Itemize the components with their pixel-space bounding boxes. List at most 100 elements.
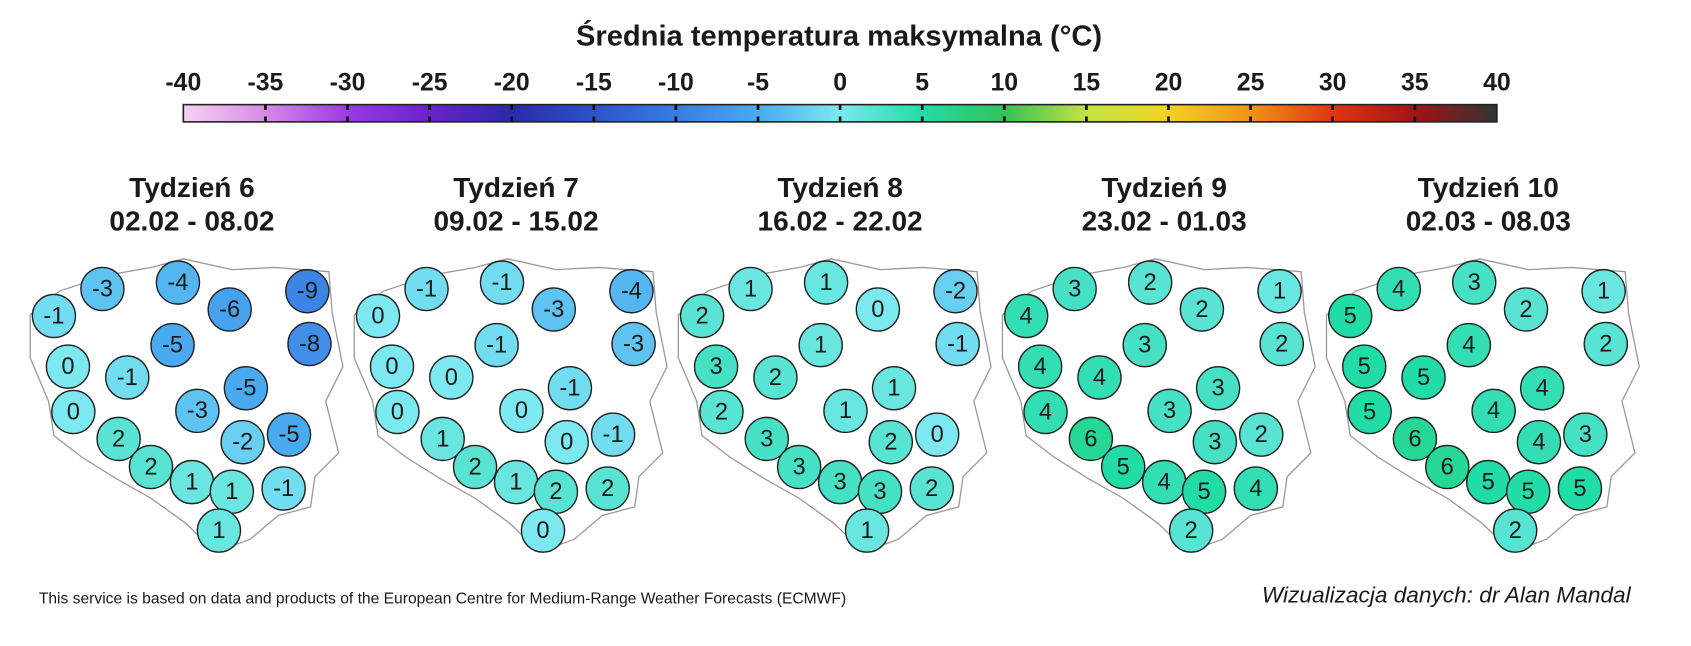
- value-label: 5: [1417, 365, 1430, 391]
- value-circle: [1425, 444, 1470, 490]
- value-label: 3: [1068, 276, 1081, 302]
- value-label: 2: [715, 399, 728, 425]
- value-label: 1: [744, 276, 757, 302]
- value-label: 3: [834, 469, 847, 495]
- value-label: 2: [884, 430, 897, 456]
- value-circle: [1023, 389, 1068, 435]
- value-circle: [1563, 412, 1608, 457]
- value-circle: [1581, 268, 1626, 314]
- value-label: -3: [543, 297, 564, 323]
- value-circle: [1127, 260, 1173, 305]
- value-circle: [404, 266, 449, 312]
- value-circle: [693, 344, 739, 389]
- value-circle: [1503, 287, 1549, 332]
- colorbar-tick-label: 25: [1237, 70, 1265, 97]
- value-label: -5: [162, 332, 183, 358]
- value-label: 2: [1275, 331, 1288, 357]
- value-label: 4: [1034, 354, 1047, 380]
- value-circle: [175, 388, 220, 434]
- value-circle: [1557, 466, 1603, 511]
- value-label: 3: [760, 426, 773, 452]
- value-circle: [479, 260, 525, 305]
- footer-credit: Wizualizacja danych: dr Alan Mandal: [1262, 582, 1632, 607]
- value-circle: [871, 365, 917, 411]
- panel-title: Tydzień 9: [1101, 172, 1227, 203]
- value-label: -1: [416, 276, 437, 302]
- value-circle: [803, 260, 849, 305]
- value-label: 0: [931, 422, 944, 448]
- value-label: 1: [814, 332, 827, 358]
- value-circle: [1516, 419, 1562, 465]
- value-circle: [1401, 355, 1446, 400]
- value-label: -1: [43, 303, 64, 329]
- value-circle: [196, 508, 242, 553]
- value-label: -1: [117, 365, 138, 391]
- value-circle: [207, 287, 252, 332]
- value-label: -1: [947, 331, 968, 357]
- value-label: 1: [1273, 279, 1286, 305]
- value-label: -4: [167, 270, 188, 296]
- value-label: 3: [1138, 332, 1151, 358]
- value-circle: [155, 260, 201, 305]
- value-label: 4: [1536, 376, 1549, 402]
- value-label: 0: [371, 303, 384, 329]
- value-circle: [679, 293, 725, 339]
- value-label: 3: [873, 479, 886, 505]
- value-circle: [609, 268, 654, 314]
- value-label: 0: [61, 354, 74, 380]
- value-circle: [1471, 388, 1516, 434]
- value-circle: [547, 365, 593, 411]
- value-circle: [844, 508, 890, 553]
- value-circle: [1519, 365, 1565, 411]
- value-label: 2: [1509, 518, 1522, 544]
- colorbar-tick-label: -25: [412, 70, 448, 97]
- value-label: 0: [445, 365, 458, 391]
- value-label: -2: [945, 279, 966, 305]
- value-label: 5: [1197, 479, 1210, 505]
- value-label: -8: [299, 331, 320, 357]
- value-circle: [1100, 444, 1146, 490]
- value-circle: [909, 466, 955, 511]
- value-circle: [1195, 365, 1241, 411]
- value-circle: [1257, 268, 1302, 314]
- value-circle: [1347, 389, 1392, 435]
- value-circle: [499, 388, 544, 434]
- value-circle: [429, 355, 474, 400]
- value-circle: [1052, 266, 1097, 312]
- value-label: 2: [695, 303, 708, 329]
- value-circle: [223, 365, 269, 411]
- value-label: 0: [536, 518, 549, 544]
- value-label: -1: [603, 422, 624, 448]
- value-label: 2: [549, 479, 562, 505]
- colorbar-tick-label: 5: [915, 70, 929, 97]
- value-circle: [104, 355, 150, 400]
- value-label: 3: [1208, 430, 1221, 456]
- value-label: 2: [1519, 297, 1532, 323]
- value-label: -6: [219, 297, 240, 323]
- colorbar-tick-label: -30: [330, 70, 366, 97]
- value-circle: [1583, 321, 1629, 367]
- colorbar-tick-label: -35: [248, 70, 284, 97]
- value-label: 4: [1039, 399, 1052, 425]
- value-label: 1: [185, 469, 198, 495]
- value-label: 2: [112, 426, 125, 452]
- value-circle: [1446, 322, 1492, 368]
- value-label: 3: [1468, 270, 1481, 296]
- value-circle: [744, 416, 790, 462]
- value-label: 1: [887, 376, 900, 402]
- colorbar-tick-label: -20: [494, 70, 530, 97]
- value-circle: [1192, 419, 1238, 465]
- value-label: 5: [1522, 479, 1535, 505]
- value-circle: [935, 321, 980, 367]
- value-label: 2: [1255, 422, 1268, 448]
- colorbar-tick-label: 10: [991, 70, 1019, 97]
- value-circle: [1017, 344, 1063, 389]
- colorbar-tick-label: -40: [165, 70, 201, 97]
- value-label: 1: [839, 398, 852, 424]
- value-label: 0: [515, 398, 528, 424]
- value-label: 1: [225, 479, 238, 505]
- value-label: 3: [1579, 422, 1592, 448]
- value-label: 0: [560, 430, 573, 456]
- colorbar-tick-label: -15: [576, 70, 612, 97]
